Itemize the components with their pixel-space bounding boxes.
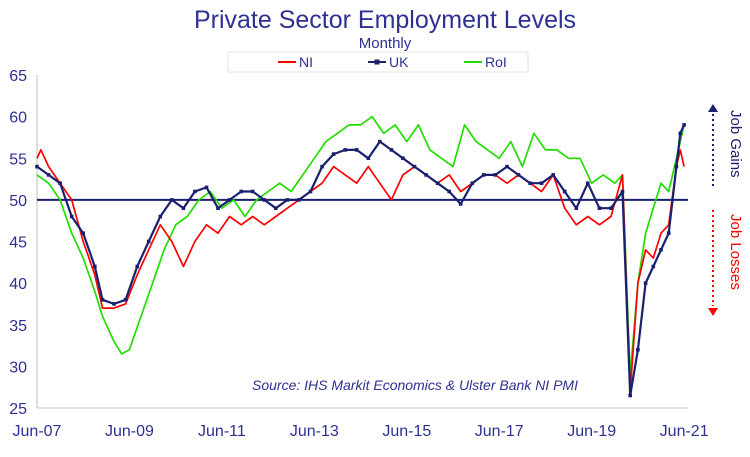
uk-data-point [58, 181, 62, 185]
y-axis-ticks: 25 30 35 40 45 50 55 60 65 [9, 68, 27, 418]
uk-data-point [366, 156, 371, 160]
uk-data-point [528, 181, 532, 185]
uk-data-point [320, 164, 324, 169]
series-line-uk [36, 124, 686, 397]
legend-label-uk: UK [389, 54, 409, 70]
x-tick-label: Jun-19 [567, 423, 616, 440]
uk-data-point [586, 181, 590, 185]
uk-data-point [609, 206, 613, 210]
uk-data-point [597, 206, 602, 210]
uk-data-point [262, 198, 267, 202]
uk-data-point [135, 264, 139, 269]
uk-data-point [216, 206, 220, 210]
uk-data-point [112, 302, 116, 306]
y-tick-label: 50 [9, 193, 27, 210]
uk-data-point [401, 156, 405, 160]
uk-data-point [308, 189, 313, 194]
uk-data-point [204, 185, 209, 190]
uk-data-point [123, 298, 128, 302]
x-tick-label: Jun-11 [198, 423, 246, 440]
legend-marker-uk [374, 59, 380, 65]
uk-data-point [551, 173, 555, 177]
uk-data-point [493, 173, 498, 177]
uk-data-point [505, 164, 509, 169]
series-layer [35, 115, 686, 398]
x-axis-ticks: Jun-07 Jun-09 Jun-11 Jun-13 Jun-15 Jun-17 Jun-… [13, 423, 709, 440]
series-line-roi [36, 115, 685, 376]
uk-data-point [93, 264, 97, 269]
x-tick-label: Jun-15 [382, 423, 431, 440]
y-tick-label: 25 [9, 401, 27, 418]
uk-data-point [435, 181, 440, 185]
uk-data-point [458, 202, 463, 206]
uk-data-point [470, 181, 475, 185]
uk-data-point [389, 148, 394, 152]
uk-data-point [574, 206, 579, 210]
y-tick-label: 40 [9, 276, 27, 293]
uk-data-point [674, 164, 679, 169]
uk-data-point [659, 248, 663, 252]
source-note: Source: IHS Markit Economics & Ulster Ba… [252, 377, 578, 393]
uk-data-point [274, 206, 278, 210]
x-tick-label: Jun-17 [475, 423, 524, 440]
uk-data-point [170, 198, 174, 202]
uk-data-point [297, 198, 301, 202]
uk-data-point [516, 173, 521, 177]
uk-data-point [678, 131, 683, 136]
y-tick-label: 60 [9, 110, 27, 127]
uk-data-point [81, 231, 85, 235]
uk-data-point [666, 231, 671, 235]
uk-data-point [628, 393, 632, 398]
uk-data-point [447, 189, 451, 194]
uk-data-point [181, 206, 186, 210]
uk-data-point [227, 198, 232, 202]
job-losses-arrow-icon [708, 308, 718, 316]
uk-data-point [539, 181, 544, 185]
job-losses-indicator: Job Losses [708, 210, 744, 316]
chart-subtitle: Monthly [359, 35, 412, 52]
x-tick-label: Jun-21 [660, 423, 709, 440]
uk-data-point [354, 148, 359, 152]
uk-data-point [35, 164, 39, 169]
uk-data-point [285, 198, 290, 202]
uk-data-point [250, 189, 255, 194]
uk-data-point [482, 173, 486, 177]
job-losses-label: Job Losses [727, 214, 744, 290]
y-tick-label: 30 [9, 359, 27, 376]
uk-data-point [643, 281, 648, 285]
job-gains-label: Job Gains [727, 110, 744, 178]
uk-data-point [378, 139, 382, 144]
uk-data-point [343, 148, 347, 152]
uk-data-point [239, 189, 243, 194]
y-tick-label: 65 [9, 68, 27, 85]
y-tick-label: 35 [9, 318, 27, 335]
x-tick-label: Jun-07 [13, 423, 62, 440]
legend-label-roi: RoI [485, 54, 507, 70]
uk-data-point [158, 214, 163, 219]
legend-label-ni: NI [299, 54, 313, 70]
uk-data-point [46, 173, 51, 177]
chart-title: Private Sector Employment Levels [194, 6, 576, 34]
uk-data-point [146, 239, 151, 244]
y-tick-label: 55 [9, 151, 27, 168]
uk-data-point [69, 214, 74, 219]
uk-data-point [100, 298, 105, 302]
uk-data-point [424, 173, 428, 177]
uk-data-point [651, 264, 656, 269]
uk-data-point [620, 189, 625, 194]
y-tick-label: 45 [9, 235, 27, 252]
x-tick-label: Jun-13 [290, 423, 339, 440]
series-line-ni [36, 149, 685, 393]
uk-data-point [193, 189, 197, 194]
x-tick-label: Jun-09 [105, 423, 154, 440]
uk-data-point [682, 123, 686, 127]
job-gains-indicator: Job Gains [708, 104, 744, 186]
legend: NI UK RoI [278, 54, 507, 70]
uk-data-point [636, 347, 640, 352]
uk-data-point [412, 164, 417, 169]
uk-data-point [331, 152, 336, 156]
job-gains-arrow-icon [708, 104, 718, 112]
uk-data-point [562, 189, 567, 194]
